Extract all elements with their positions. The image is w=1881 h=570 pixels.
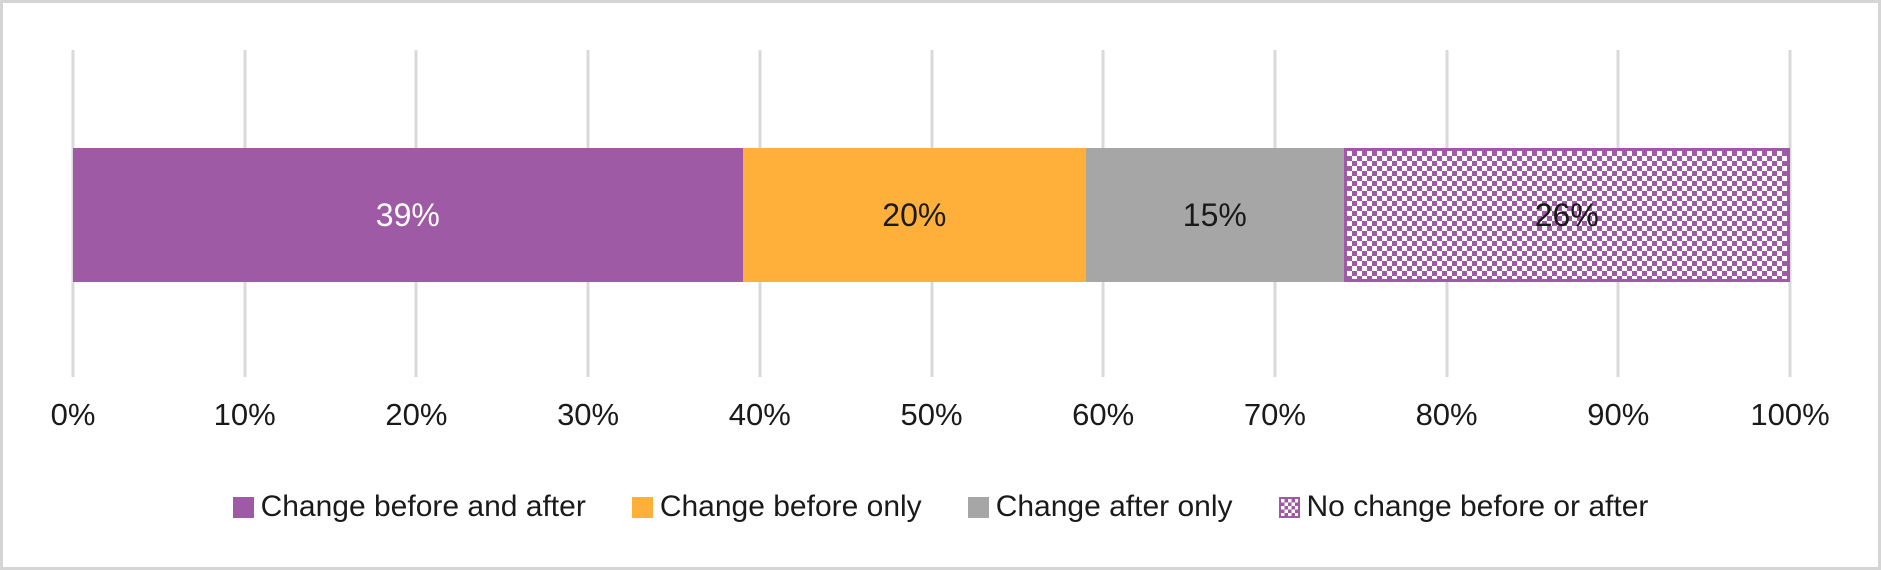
x-axis-tick-label: 50% xyxy=(900,397,963,432)
x-axis-tick-label: 40% xyxy=(728,397,791,432)
legend-item: Change before and after xyxy=(232,490,586,524)
x-axis-tick-label: 30% xyxy=(557,397,620,432)
stacked-bar: 39% 20% 15% 26% xyxy=(73,148,1790,282)
bar-segment: 20% xyxy=(742,148,1087,282)
legend: Change before and after Change before onl… xyxy=(3,487,1878,527)
bar-segment-data-label: 15% xyxy=(1182,197,1247,233)
bar-segment: 26% xyxy=(1343,148,1790,282)
bar-segment-data-label: 20% xyxy=(882,197,947,233)
legend-item-label: Change after only xyxy=(995,490,1233,523)
bar-segment: 15% xyxy=(1086,148,1344,282)
x-axis-labels: 0% 10% 20% 30% 40% 50% 60% 70% 80% 90% 100% xyxy=(51,395,1830,435)
legend-item: No change before or after xyxy=(1278,490,1649,524)
legend-swatch-icon xyxy=(631,496,653,518)
legend-swatch-icon xyxy=(1278,496,1300,518)
x-axis-tick-label: 0% xyxy=(50,397,96,432)
x-axis-tick-label: 60% xyxy=(1072,397,1135,432)
plot-area: 39% 20% 15% 26% 0% 10% 20% 30% 40% 50% 60% 70% 80% 9… xyxy=(51,50,1830,432)
bar-segment-data-label: 39% xyxy=(375,197,440,233)
legend-item-label: Change before only xyxy=(659,490,922,523)
x-axis-tick-label: 90% xyxy=(1587,397,1650,432)
legend-item-label: No change before or after xyxy=(1306,490,1649,523)
x-axis-tick-label: 10% xyxy=(213,397,276,432)
gridline xyxy=(1788,50,1792,377)
legend-item: Change before only xyxy=(631,490,922,524)
x-axis-tick-label: 70% xyxy=(1243,397,1306,432)
x-axis-tick-label: 20% xyxy=(385,397,448,432)
bar-segment-data-label: 26% xyxy=(1534,197,1599,233)
x-axis-tick-label: 100% xyxy=(1750,397,1830,432)
bar-segment: 39% xyxy=(73,148,743,282)
legend-swatch-icon xyxy=(232,496,254,518)
x-axis-tick-label: 80% xyxy=(1415,397,1478,432)
legend-item-label: Change before and after xyxy=(260,490,586,523)
legend-swatch-icon xyxy=(967,496,989,518)
legend-item: Change after only xyxy=(967,490,1233,524)
